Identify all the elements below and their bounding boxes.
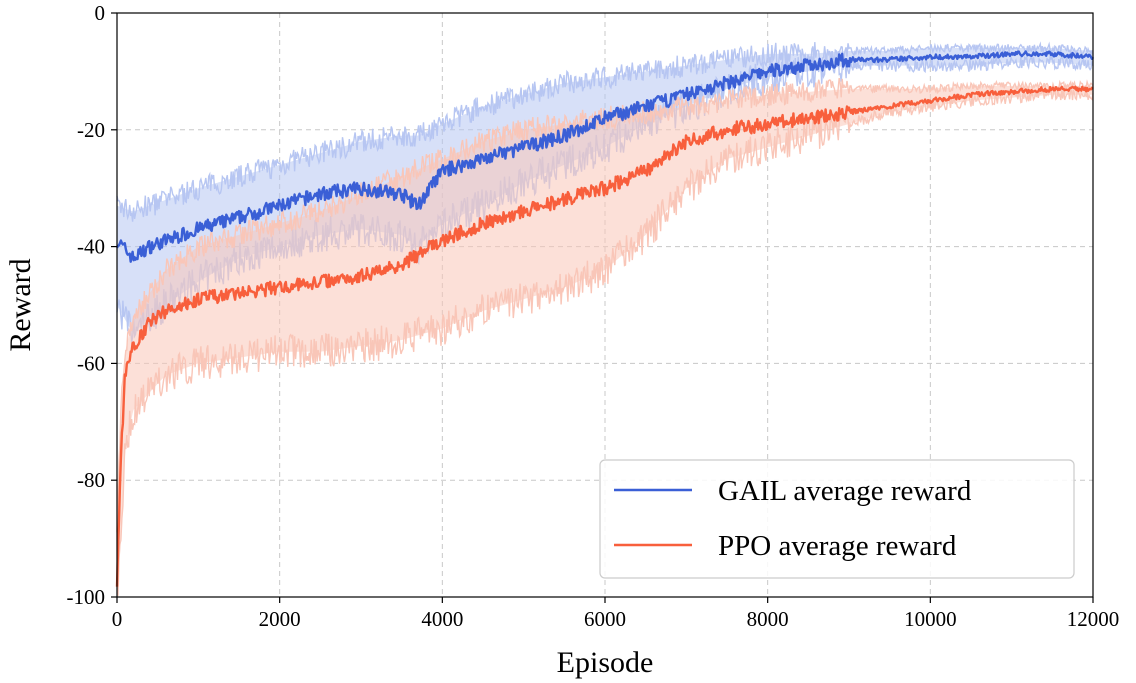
band-upper-trace-gail (116, 41, 1094, 222)
legend-box (599, 459, 1075, 579)
confidence-bands (116, 41, 1094, 597)
x-tick-label: 2000 (259, 607, 301, 631)
y-tick-label: -80 (77, 468, 105, 492)
legend-label-gail: GAIL average reward (718, 475, 972, 507)
series-line-ppo (115, 85, 1094, 587)
series-lines (115, 50, 1095, 587)
y-tick-label: -100 (67, 585, 106, 609)
y-tick-label: 0 (95, 1, 106, 25)
x-tick-label: 4000 (421, 607, 463, 631)
y-tick-label: -40 (77, 235, 105, 259)
series-line-gail (115, 50, 1095, 263)
band-gail (117, 48, 1093, 334)
legend: GAIL average reward PPO average reward (599, 459, 1075, 579)
x-tick-label: 6000 (584, 607, 626, 631)
axis-ticks: 0 2000 4000 6000 8000 10000 12000 -100 -80 -60 -40… (67, 1, 1120, 631)
x-tick-label: 10000 (904, 607, 957, 631)
x-tick-label: 8000 (747, 607, 789, 631)
band-lower-trace-ppo (116, 86, 1094, 596)
y-tick-label: -20 (77, 118, 105, 142)
y-axis-title: Reward (4, 258, 37, 351)
y-tick-label: -60 (77, 351, 105, 375)
band-ppo (117, 86, 1093, 597)
x-tick-label: 12000 (1067, 607, 1120, 631)
legend-label-ppo: PPO average reward (718, 530, 957, 562)
x-axis-title: Episode (557, 646, 654, 679)
x-tick-label: 0 (112, 607, 123, 631)
